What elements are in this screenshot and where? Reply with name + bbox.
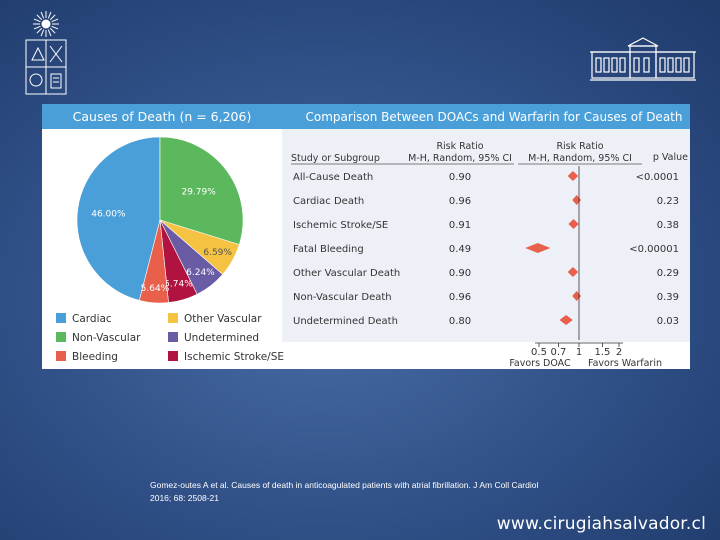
row-p-fatal-bleeding: <0.00001 <box>629 244 679 255</box>
row-label-all-cause-death: All-Cause Death <box>293 172 373 183</box>
pie-label-non-vascular: 29.79% <box>181 188 216 198</box>
hospital-building-icon <box>590 37 696 81</box>
col-header-rr-table-2: M-H, Random, 95% CI <box>408 153 512 164</box>
row-rr-other-vascular-death: 0.90 <box>449 268 471 279</box>
x-tick-label-2: 1 <box>576 347 582 358</box>
row-rr-ischemic-stroke-se: 0.91 <box>449 220 471 231</box>
favors-doac-label: Favors DOAC <box>509 358 571 369</box>
pie-slice-bleeding <box>138 219 169 304</box>
legend-label-non-vascular: Non-Vascular <box>72 332 141 344</box>
col-header-rr-plot-1: Risk Ratio <box>556 141 603 152</box>
figure-panel: Causes of Death (n = 6,206) Comparison B… <box>42 104 690 369</box>
diamond-all-cause-death <box>567 171 579 181</box>
pie-chart: 46.00% 29.79% 6.59% 6.24%5.74%5.64% <box>76 136 244 304</box>
pie-title: Causes of Death (n = 6,206) <box>73 109 252 124</box>
row-label-fatal-bleeding: Fatal Bleeding <box>293 244 364 255</box>
pie-label-other-vascular: 6.59% <box>203 248 232 258</box>
diamond-undetermined-death <box>559 315 573 325</box>
pie-slice-cardiac <box>76 136 161 301</box>
row-rr-fatal-bleeding: 0.49 <box>449 244 471 255</box>
pie-label-ischemic-stroke-se: 5.74% <box>164 279 193 289</box>
legend-label-other-vascular: Other Vascular <box>184 313 262 325</box>
diamond-other-vascular-death <box>567 267 579 277</box>
forest-rows: All-Cause Death 0.90 <0.0001 Cardiac Death 0… <box>293 171 679 327</box>
x-tick-label-4: 2 <box>616 347 622 358</box>
x-tick-label-3: 1.5 <box>594 347 610 358</box>
forest-table-bg <box>282 129 690 342</box>
citation: Gomez-outes A et al. Causes of death in … <box>150 479 600 505</box>
pie-slice-non-vascular <box>159 136 244 245</box>
pie-label-cardiac: 46.00% <box>91 209 126 219</box>
website-url[interactable]: www.cirugiahsalvador.cl <box>496 514 706 534</box>
favors-warfarin-label: Favors Warfarin <box>588 358 662 369</box>
legend-swatch-non-vascular <box>56 332 66 342</box>
pie-label-bleeding: 5.64% <box>141 284 170 294</box>
row-rr-non-vascular-death: 0.96 <box>449 292 471 303</box>
row-label-cardiac-death: Cardiac Death <box>293 196 364 207</box>
legend-swatch-ischemic-stroke-se <box>168 351 178 361</box>
row-p-other-vascular-death: 0.29 <box>657 268 679 279</box>
university-crest-icon <box>25 11 67 95</box>
figure-svg: Causes of Death (n = 6,206) Comparison B… <box>42 104 690 369</box>
legend-swatch-undetermined <box>168 332 178 342</box>
row-label-non-vascular-death: Non-Vascular Death <box>293 292 392 303</box>
legend-label-undetermined: Undetermined <box>184 332 259 344</box>
row-p-undetermined-death: 0.03 <box>657 316 679 327</box>
pie-legend: Cardiac Other Vascular Non-Vascular Undeter… <box>56 313 284 363</box>
row-label-ischemic-stroke-se: Ischemic Stroke/SE <box>293 220 388 231</box>
col-header-p: p Value <box>653 152 688 163</box>
forest-axis: 0.5 0.7 1 1.5 2 <box>531 166 623 358</box>
x-tick-label-1: 0.7 <box>550 347 566 358</box>
row-label-other-vascular-death: Other Vascular Death <box>293 268 400 279</box>
row-p-non-vascular-death: 0.39 <box>657 292 679 303</box>
x-tick-label-0: 0.5 <box>531 347 547 358</box>
row-p-cardiac-death: 0.23 <box>657 196 679 207</box>
col-header-study: Study or Subgroup <box>291 153 380 164</box>
legend-swatch-other-vascular <box>168 313 178 323</box>
legend-label-cardiac: Cardiac <box>72 313 112 325</box>
legend-label-ischemic-stroke-se: Ischemic Stroke/SE <box>184 351 284 363</box>
forest-header-bar <box>282 104 690 129</box>
citation-line-1: Gomez-outes A et al. Causes of death in … <box>150 480 539 490</box>
row-p-ischemic-stroke-se: 0.38 <box>657 220 679 231</box>
legend-swatch-bleeding <box>56 351 66 361</box>
pie-header-bar <box>42 104 282 129</box>
col-header-rr-plot-2: M-H, Random, 95% CI <box>528 153 632 164</box>
legend-label-bleeding: Bleeding <box>72 351 118 363</box>
pie-label-undetermined: 6.24% <box>186 268 215 278</box>
row-rr-cardiac-death: 0.96 <box>449 196 471 207</box>
legend-swatch-cardiac <box>56 313 66 323</box>
col-header-rr-table-1: Risk Ratio <box>436 141 483 152</box>
diamond-fatal-bleeding <box>525 243 551 253</box>
forest-title: Comparison Between DOACs and Warfarin fo… <box>306 110 683 124</box>
row-rr-undetermined-death: 0.80 <box>449 316 471 327</box>
row-label-undetermined-death: Undetermined Death <box>293 316 398 327</box>
diamond-ischemic-stroke-se <box>568 219 579 229</box>
row-rr-all-cause-death: 0.90 <box>449 172 471 183</box>
citation-line-2: 2016; 68: 2508-21 <box>150 493 220 503</box>
row-p-all-cause-death: <0.0001 <box>636 172 679 183</box>
